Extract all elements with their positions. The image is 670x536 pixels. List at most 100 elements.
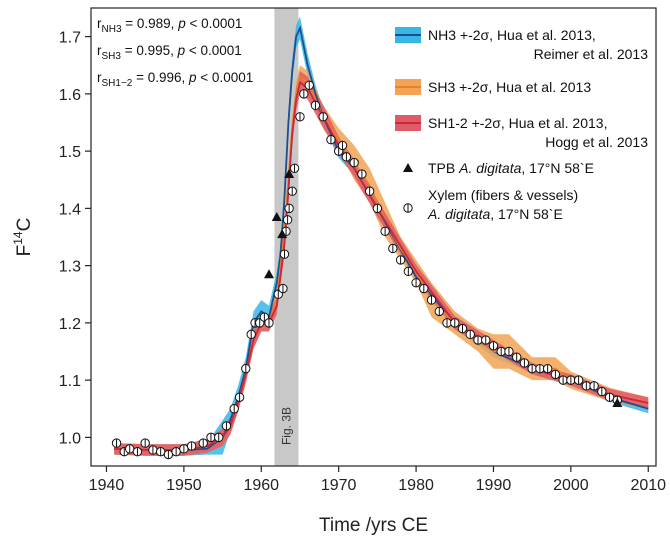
xylem-point	[221, 421, 232, 431]
x-axis-label: Time /yrs CE	[319, 515, 428, 536]
xylem-point	[349, 157, 359, 168]
xylem-point	[473, 335, 483, 345]
xylem-point	[179, 444, 189, 454]
y-tick-label: 1.6	[59, 87, 81, 104]
xylem-point	[289, 163, 300, 174]
xylem-point	[132, 446, 143, 457]
legend-tpb-marker	[403, 163, 413, 172]
tpb-point	[612, 398, 623, 408]
xylem-point	[284, 203, 294, 214]
y-tick-label: 1.3	[59, 259, 81, 276]
xylem-point	[426, 295, 437, 305]
xylem-point	[496, 346, 506, 357]
correlation-annotation: rSH3 = 0.995, p < 0.0001	[97, 43, 242, 62]
xylem-point	[111, 438, 122, 448]
xylem-point	[282, 215, 293, 225]
legend-label: Reimer et al. 2013	[534, 46, 649, 62]
xylem-point	[186, 441, 197, 451]
xylem-point	[573, 375, 584, 385]
xylem-point	[488, 341, 499, 351]
x-tick-label: 2000	[553, 477, 589, 494]
tpb-point	[277, 229, 288, 239]
xylem-point	[403, 266, 414, 277]
xylem-point	[341, 152, 352, 162]
xylem-point	[566, 375, 576, 385]
xylem-point	[535, 363, 545, 374]
y-tick-label: 1.5	[59, 144, 81, 161]
xylem-point	[287, 186, 297, 196]
legend-label: SH3 +-2σ, Hua et al. 2013	[428, 79, 591, 95]
xylem-point	[337, 140, 348, 151]
y-tick-label: 1.4	[59, 201, 81, 218]
xylem-point	[550, 369, 561, 380]
legend-label: TPB A. digitata, 17°N 58`E	[428, 160, 594, 176]
xylem-point	[278, 283, 288, 294]
xylem-point	[380, 226, 390, 236]
xylem-point	[246, 329, 256, 340]
xylem-point	[450, 318, 460, 328]
shaded-region-label: Fig. 3B	[279, 407, 293, 445]
legend-label: Xylem (fibers & vessels)	[428, 187, 578, 203]
xylem-point	[206, 432, 216, 443]
y-tick-label: 1.1	[59, 373, 81, 390]
xylem-point	[295, 112, 305, 122]
xylem-point	[148, 445, 158, 455]
tpb-point	[271, 211, 282, 221]
correlation-annotation: rSH1−2 = 0.996, p < 0.0001	[97, 70, 253, 89]
xylem-point	[542, 363, 553, 374]
xylem-point	[171, 446, 181, 457]
legend-label: NH3 +-2σ, Hua et al. 2013,	[428, 27, 596, 43]
xylem-point	[357, 169, 367, 179]
x-tick-label: 1960	[243, 477, 279, 494]
x-tick-label: 1950	[166, 477, 202, 494]
xylem-point	[457, 323, 468, 334]
xylem-point	[504, 346, 514, 357]
xylem-point	[229, 404, 239, 414]
xylem-point	[558, 375, 568, 385]
xylem-point	[326, 134, 336, 145]
series-line-1	[114, 75, 649, 451]
xylem-point	[465, 329, 475, 340]
xylem-point	[198, 438, 208, 448]
xylem-point	[604, 392, 615, 402]
correlation-annotation: rNH3 = 0.989, p < 0.0001	[97, 16, 242, 35]
y-axis-label: F14C	[11, 218, 35, 257]
xylem-point	[597, 386, 607, 397]
xylem-point	[395, 255, 406, 265]
xylem-point	[372, 203, 383, 214]
xylem-point	[264, 318, 274, 328]
tpb-point	[284, 169, 295, 179]
xylem-point	[519, 358, 530, 368]
xylem-point	[234, 392, 245, 402]
xylem-point	[304, 80, 314, 90]
legend-label: SH1-2 +-2σ, Hua et al. 2013,	[428, 115, 607, 131]
x-tick-label: 1940	[89, 477, 125, 494]
x-tick-label: 1980	[398, 477, 434, 494]
x-tick-label: 1970	[321, 477, 357, 494]
x-tick-label: 2010	[630, 477, 666, 494]
xylem-point	[155, 446, 166, 457]
xylem-point	[241, 363, 251, 374]
xylem-point	[140, 438, 150, 448]
xylem-point	[214, 432, 224, 443]
xylem-point	[388, 243, 398, 254]
xylem-point	[589, 381, 599, 391]
xylem-point	[411, 278, 421, 288]
xylem-point	[310, 100, 321, 111]
y-tick-label: 1.0	[59, 430, 81, 447]
xylem-point	[434, 306, 444, 317]
xylem-point	[364, 186, 375, 196]
xylem-point	[163, 449, 174, 460]
y-tick-label: 1.7	[59, 30, 81, 47]
plot-frame	[90, 7, 657, 467]
series-band-0	[114, 16, 649, 456]
xylem-point	[581, 381, 592, 391]
xylem-point	[527, 363, 537, 374]
xylem-point	[442, 318, 452, 328]
xylem-point	[419, 283, 429, 294]
xylem-point	[511, 352, 522, 362]
xylem-point	[279, 249, 290, 259]
legend-xylem-marker	[403, 203, 413, 213]
legend-label: A. digitata, 17°N 58`E	[427, 206, 563, 222]
